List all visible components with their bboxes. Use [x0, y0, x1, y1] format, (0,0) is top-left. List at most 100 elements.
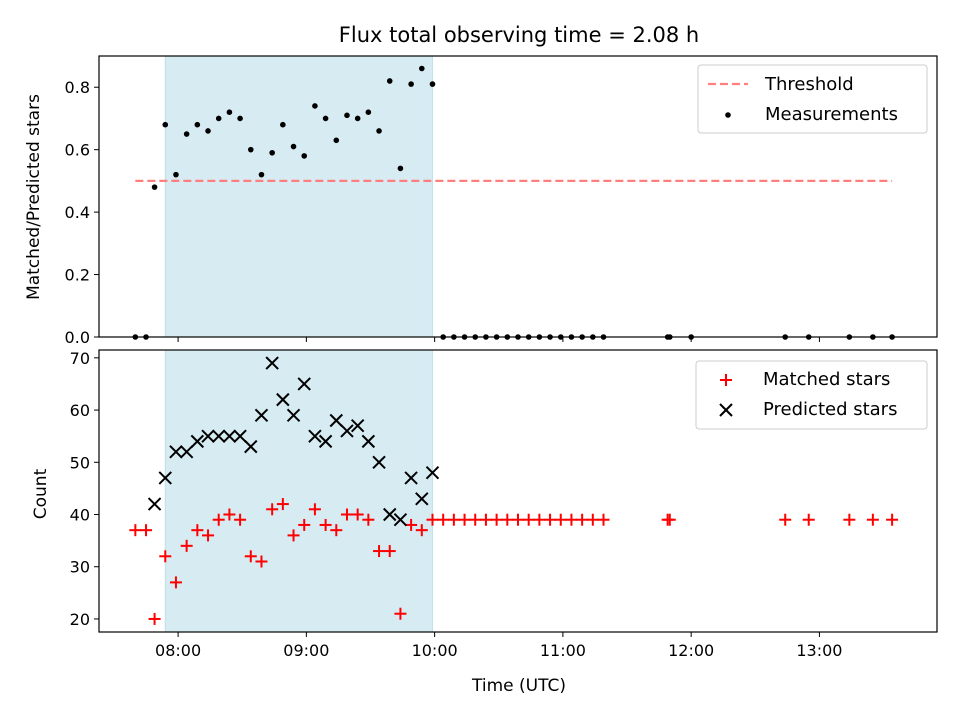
measurement-point — [419, 65, 425, 72]
measurement-point — [151, 184, 158, 190]
ratio-panel: 0.0 0.2 0.4 0.6 0.8 — [65, 55, 938, 347]
matched-star-point — [180, 539, 193, 552]
predicted-star-point — [276, 392, 290, 407]
matched-star-point — [522, 513, 535, 526]
measurement-point — [322, 115, 329, 122]
predicted-star-point — [297, 377, 311, 391]
matched-star-point — [362, 513, 375, 526]
top-y-tick-label: 0.2 — [65, 266, 90, 285]
measurement-point — [269, 149, 275, 156]
matched-star-point — [234, 513, 247, 526]
predicted-star-point — [286, 408, 301, 422]
legend-measurements-label: Measurements — [765, 104, 898, 125]
matched-star-point — [479, 513, 492, 526]
matched-star-point — [843, 513, 856, 526]
matched-star-point — [244, 550, 257, 563]
predicted-star-point — [158, 471, 172, 485]
measurement-point — [408, 81, 414, 87]
predicted-star-point — [179, 445, 194, 459]
predicted-star-point — [308, 429, 322, 443]
measurement-point — [226, 109, 233, 115]
top-legend: Threshold Measurements — [697, 64, 928, 134]
measurement-point — [237, 115, 243, 122]
matched-star-point — [501, 513, 514, 526]
figure-title: Flux total observing time = 2.08 h — [339, 23, 699, 47]
predicted-star-point — [404, 471, 418, 485]
matched-star-point — [802, 513, 815, 526]
predicted-star-point — [190, 434, 205, 449]
measurement-point — [376, 128, 382, 134]
predicted-star-point — [233, 429, 247, 443]
predicted-star-point — [147, 497, 162, 511]
matched-star-point — [469, 513, 482, 526]
predicted-star-point — [318, 434, 333, 449]
measurement-point — [344, 112, 350, 119]
predicted-star-point — [222, 429, 237, 443]
predicted-star-point — [212, 429, 226, 443]
matched-star-point — [544, 513, 557, 526]
bottom-x-tick-label: 10:00 — [412, 641, 458, 660]
legend-matched-label: Matched stars — [763, 369, 890, 390]
top-y-axis-title: Matched/Predicted stars — [24, 94, 44, 300]
top-y-tick-label: 0.0 — [65, 328, 90, 347]
matched-star-point — [169, 576, 182, 589]
measurement-point — [205, 128, 211, 134]
matched-star-point — [319, 518, 332, 531]
bottom-y-tick-label: 70 — [70, 349, 90, 368]
predicted-star-point — [361, 434, 376, 449]
measurement-point — [333, 137, 340, 144]
measurement-point — [280, 121, 286, 128]
legend-measurements-swatch — [725, 112, 731, 118]
measurement-point — [354, 115, 361, 122]
legend-predicted-swatch — [719, 403, 733, 417]
count-panel: 20 30 40 50 60 70 08:00 09:00 10:00 11:00 12:00 13:… — [70, 349, 938, 660]
bottom-y-tick-label: 20 — [70, 610, 90, 629]
predicted-star-point — [425, 466, 440, 480]
matched-star-point — [554, 513, 567, 526]
matched-star-point — [266, 503, 279, 516]
legend-threshold-label: Threshold — [764, 74, 854, 95]
matched-star-point — [394, 607, 407, 620]
bottom-plot-frame — [98, 349, 938, 633]
measurement-point — [386, 78, 393, 84]
bottom-x-tick-label: 13:00 — [796, 641, 842, 660]
matched-star-point — [191, 524, 204, 537]
bottom-x-tick-label: 08:00 — [155, 641, 201, 660]
matched-star-point — [437, 513, 450, 526]
matched-star-point — [148, 612, 161, 625]
bottom-legend: Matched stars Predicted stars — [695, 360, 928, 430]
matched-star-point — [565, 513, 578, 526]
bottom-legend-box — [695, 360, 928, 430]
predicted-star-point — [244, 439, 258, 454]
top-plot-frame — [98, 55, 938, 338]
measurement-point — [215, 115, 222, 122]
measurement-point — [290, 143, 297, 150]
matched-star-point — [330, 524, 343, 537]
predicted-star-point — [254, 408, 269, 422]
x-axis-title: Time (UTC) — [471, 676, 566, 696]
matched-star-point — [129, 524, 142, 537]
matched-star-point — [447, 513, 460, 526]
matched-star-point — [886, 513, 899, 526]
predicted-star-point — [329, 413, 343, 428]
matched-star-point — [373, 545, 386, 558]
legend-predicted-label: Predicted stars — [763, 399, 897, 420]
matched-star-point — [223, 508, 236, 521]
top-legend-box — [697, 64, 928, 134]
matched-star-point — [586, 513, 599, 526]
matched-star-point — [490, 513, 503, 526]
measurement-point — [247, 146, 254, 153]
matched-star-point — [458, 513, 471, 526]
bottom-y-tick-label: 50 — [70, 453, 90, 472]
bottom-y-tick-label: 30 — [70, 558, 90, 577]
matched-star-point — [298, 518, 311, 531]
predicted-star-point — [169, 445, 183, 459]
matched-star-point — [383, 545, 396, 558]
matched-star-point — [340, 508, 353, 521]
bottom-y-axis-title: Count — [31, 468, 51, 519]
measurement-point — [183, 131, 190, 137]
top-y-tick-label: 0.4 — [65, 203, 90, 222]
measurement-point — [397, 165, 404, 172]
predicted-star-point — [350, 419, 365, 433]
measurement-point — [162, 121, 169, 128]
